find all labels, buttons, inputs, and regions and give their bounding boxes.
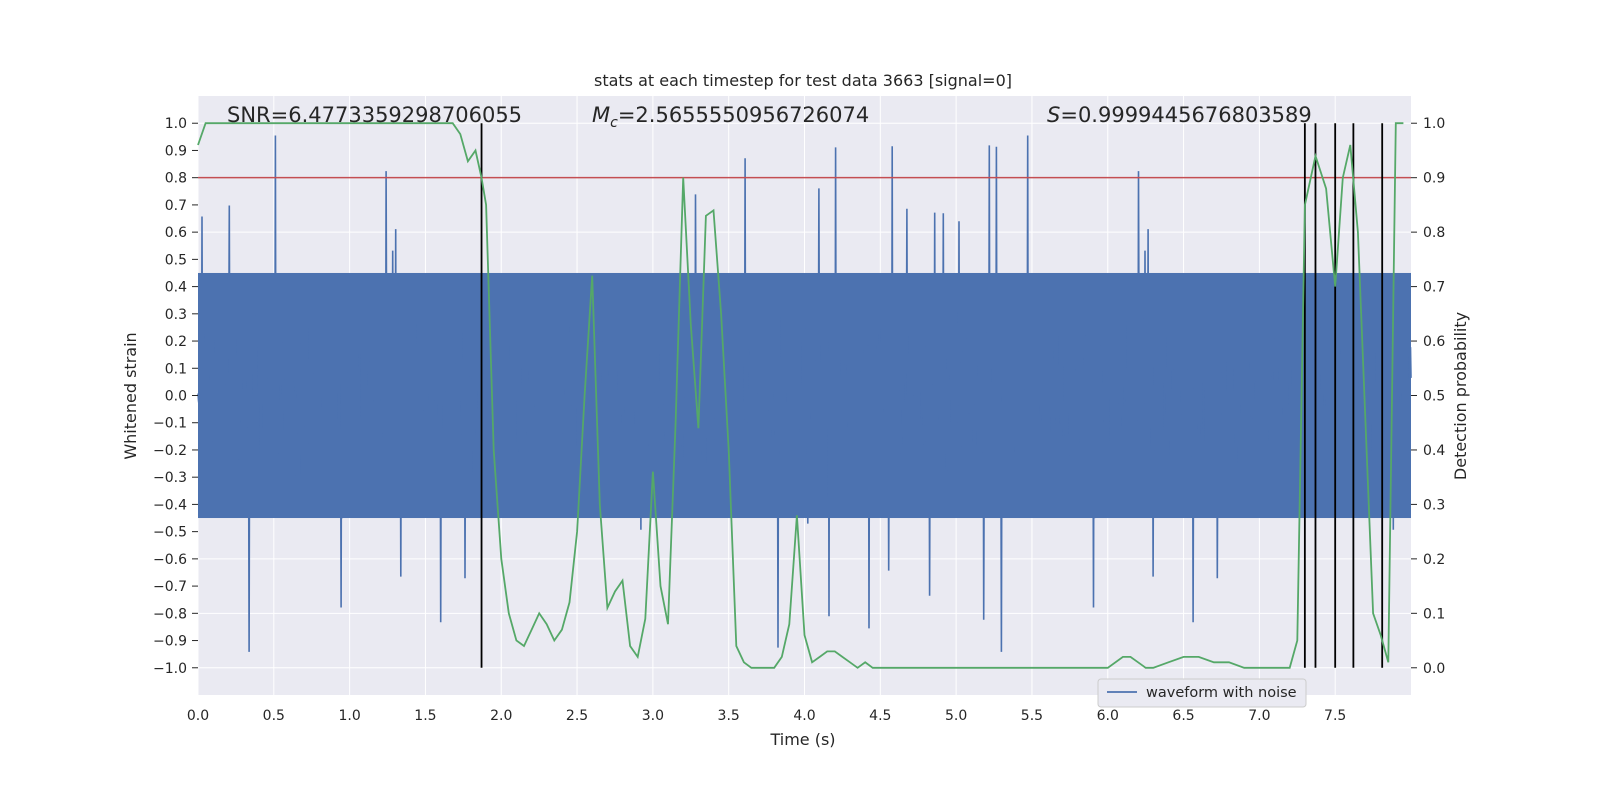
y2-axis-ticks: 1.0 0.9 0.8 0.7 0.6 0.5 0.4 0.3 0.2 0.1 0.0 <box>1411 116 1445 677</box>
y-tick-label: −1.0 <box>153 661 187 677</box>
chart-title: stats at each timestep for test data 366… <box>594 71 1012 90</box>
y-tick-label: −0.1 <box>153 416 187 432</box>
y-tick-label: −0.3 <box>153 470 187 486</box>
y-tick-label: 0.9 <box>165 143 187 159</box>
noise-line <box>197 135 1412 652</box>
y2-tick-label: 1.0 <box>1423 116 1445 132</box>
y2-tick-label: 0.5 <box>1423 389 1445 405</box>
chirp-mass-symbol: M <box>592 103 610 127</box>
legend-box <box>1097 678 1307 708</box>
y2-tick-label: 0.9 <box>1423 171 1445 187</box>
y-tick-label: −0.7 <box>153 579 187 595</box>
y-tick-label: −0.8 <box>153 606 187 622</box>
y-tick-label: −0.4 <box>153 497 187 513</box>
y-tick-label: 0.0 <box>165 389 187 405</box>
y2-tick-label: 0.2 <box>1423 552 1445 568</box>
x-tick-label: 0.0 <box>187 708 209 724</box>
y-tick-label: −0.6 <box>153 552 187 568</box>
y2-tick-label: 0.3 <box>1423 497 1445 513</box>
y-tick-label: 0.8 <box>165 171 187 187</box>
y-tick-label: 0.6 <box>165 225 187 241</box>
x-axis-label: Time (s) <box>769 730 835 749</box>
legend-label: waveform with noise <box>1146 685 1297 701</box>
y2-tick-label: 0.0 <box>1423 661 1445 677</box>
y-tick-label: 0.3 <box>165 307 187 323</box>
chirp-mass-subscript: c <box>610 115 618 131</box>
x-tick-label: 2.0 <box>490 708 512 724</box>
y-tick-label: 0.4 <box>165 280 187 296</box>
x-tick-label: 7.5 <box>1324 708 1346 724</box>
x-tick-label: 5.0 <box>945 708 967 724</box>
x-tick-label: 6.0 <box>1097 708 1119 724</box>
y2-tick-label: 0.4 <box>1423 443 1445 459</box>
legend: waveform with noise <box>1097 678 1307 708</box>
chirp-mass-value: =2.5655550956726074 <box>618 103 869 127</box>
x-tick-label: 1.5 <box>414 708 436 724</box>
y-tick-label: 1.0 <box>165 116 187 132</box>
y2-tick-label: 0.1 <box>1423 606 1445 622</box>
x-tick-label: 6.5 <box>1172 708 1194 724</box>
y2-axis-label: Detection probability <box>1451 312 1470 480</box>
y-tick-label: 0.7 <box>165 198 187 214</box>
waveform-with-noise-series <box>197 135 1412 652</box>
detection-probability-series <box>197 122 1404 669</box>
y-axis-label: Whitened strain <box>121 332 140 459</box>
y2-tick-label: 0.7 <box>1423 280 1445 296</box>
y-tick-label: −0.9 <box>153 634 187 650</box>
x-tick-label: 3.5 <box>718 708 740 724</box>
s-symbol: S <box>1047 103 1060 127</box>
probability-line <box>197 122 1404 669</box>
x-tick-label: 1.0 <box>338 708 360 724</box>
y-tick-label: −0.5 <box>153 525 187 541</box>
chirp-mass-annotation: Mc=2.5655550956726074 <box>592 103 869 131</box>
x-tick-label: 4.0 <box>793 708 815 724</box>
x-tick-label: 7.0 <box>1248 708 1270 724</box>
snr-annotation: SNR=6.4773359298706055 <box>227 103 522 127</box>
x-tick-label: 0.5 <box>263 708 285 724</box>
y-tick-label: 0.5 <box>165 252 187 268</box>
x-tick-label: 5.5 <box>1021 708 1043 724</box>
y-tick-label: 0.1 <box>165 361 187 377</box>
y2-tick-label: 0.6 <box>1423 334 1445 350</box>
y-axis-ticks: 1.0 0.9 0.8 0.7 0.6 0.5 0.4 0.3 0.2 0.1 0.0 −0.1 −0.… <box>153 116 198 677</box>
y-tick-label: 0.2 <box>165 334 187 350</box>
x-tick-label: 3.0 <box>642 708 664 724</box>
x-tick-label: 2.5 <box>566 708 588 724</box>
x-tick-label: 4.5 <box>869 708 891 724</box>
y2-tick-label: 0.8 <box>1423 225 1445 241</box>
y-tick-label: −0.2 <box>153 443 187 459</box>
x-axis-ticks: 0.0 0.5 1.0 1.5 2.0 2.5 3.0 3.5 4.0 4.5 5.0 5.5 6.0 6… <box>187 708 1346 724</box>
s-value: =0.9999445676803589 <box>1060 103 1311 127</box>
s-annotation: S=0.9999445676803589 <box>1047 103 1312 127</box>
